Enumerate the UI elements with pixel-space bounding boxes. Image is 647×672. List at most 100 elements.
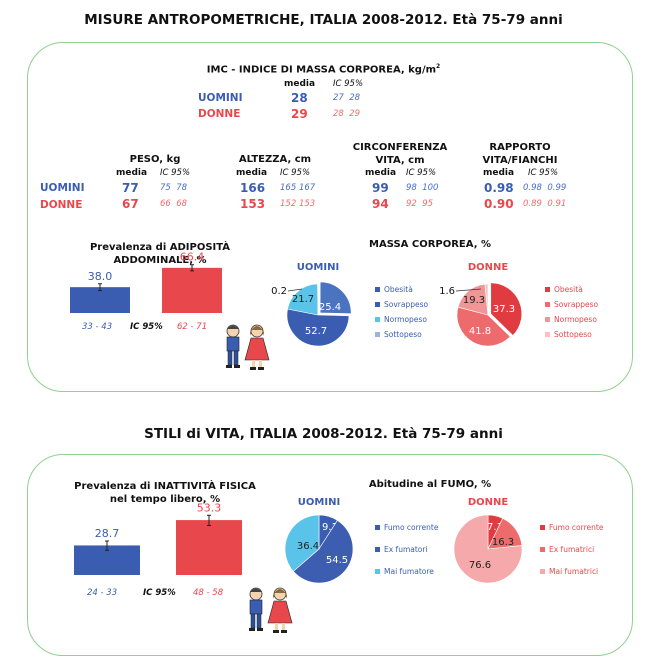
rapporto-uomini-media: 0.98 bbox=[484, 181, 514, 195]
circ-ic-header: IC 95% bbox=[406, 168, 437, 178]
peso-title: PESO, kg bbox=[129, 154, 181, 165]
rapporto-uomini-ic: 0.98 0.99 bbox=[523, 183, 567, 193]
altezza-uomini-ic: 165 167 bbox=[280, 183, 316, 193]
legend-swatch bbox=[375, 302, 380, 307]
circonferenza-title: CIRCONFERENZA VITA, cm bbox=[352, 142, 448, 166]
legend-swatch bbox=[375, 569, 380, 574]
callout-line bbox=[287, 288, 303, 292]
imc-title: IMC - INDICE DI MASSA CORPOREA, kg/m2 bbox=[206, 63, 441, 76]
legend-swatch bbox=[375, 547, 380, 552]
pie-value-label: 9.1 bbox=[322, 522, 338, 533]
circ-donne-media: 94 bbox=[372, 197, 389, 211]
legend-label: Mai fumatore bbox=[384, 567, 434, 576]
pie-value-label: 37.3 bbox=[493, 304, 515, 315]
lifestyle-panel bbox=[27, 454, 633, 656]
legend-label: Normopeso bbox=[384, 315, 427, 324]
imc-ic-header: IC 95% bbox=[333, 79, 364, 89]
pie-value-label: 76.6 bbox=[469, 560, 491, 571]
pie-title: DONNE bbox=[468, 497, 509, 508]
peso-media-header: media bbox=[116, 168, 148, 178]
imc-donne-ic: 28 29 bbox=[333, 109, 361, 119]
pie-slice-1 bbox=[292, 519, 354, 584]
legend-label: Sottopeso bbox=[384, 330, 422, 339]
bar-value-label: 38.0 bbox=[88, 270, 113, 283]
row-label-donne: DONNE bbox=[40, 199, 83, 211]
pie-title: DONNE bbox=[468, 262, 509, 273]
pie-slice-2 bbox=[453, 514, 523, 584]
imc-uomini-ic: 27 28 bbox=[333, 93, 361, 103]
legend-label: Sovrappeso bbox=[384, 300, 429, 309]
bar-value-label: 28.7 bbox=[95, 527, 120, 540]
altezza-media-header: media bbox=[236, 168, 268, 178]
pie-value-label: 19.3 bbox=[463, 295, 485, 306]
pie-title: UOMINI bbox=[297, 262, 339, 273]
fumo-title: Abitudine al FUMO, % bbox=[368, 479, 492, 490]
pie-slice-2 bbox=[457, 283, 489, 316]
couple-icon bbox=[226, 324, 270, 370]
pie-value-label: 52.7 bbox=[305, 326, 327, 337]
anthropometric-panel bbox=[27, 42, 633, 392]
legend-label: Obesità bbox=[554, 285, 583, 294]
legend-swatch bbox=[375, 317, 380, 322]
couple-icon bbox=[249, 587, 293, 633]
rapporto-ic-header: IC 95% bbox=[528, 168, 559, 178]
peso-uomini-media: 77 bbox=[122, 181, 139, 195]
altezza-donne-ic: 152 153 bbox=[280, 199, 316, 209]
pie-slice-0 bbox=[490, 282, 523, 336]
adiposita-title: Prevalenza di ADIPOSITÀ ADDOMINALE, % bbox=[89, 242, 231, 266]
peso-donne-ic: 66 68 bbox=[160, 199, 188, 209]
pie-value-label: 54.5 bbox=[326, 555, 348, 566]
altezza-title: ALTEZZA, cm bbox=[238, 154, 312, 165]
altezza-uomini-media: 166 bbox=[240, 181, 266, 195]
altezza-donne-media: 153 bbox=[240, 197, 266, 211]
pie-value-label: 36.4 bbox=[297, 541, 319, 552]
legend-label: Mai fumatrici bbox=[549, 567, 598, 576]
bar-value-label: 53.3 bbox=[197, 501, 222, 514]
legend-label: Sovrappeso bbox=[554, 300, 599, 309]
rapporto-donne-ic: 0.89 0.91 bbox=[523, 199, 567, 209]
peso-ic-header: IC 95% bbox=[160, 168, 191, 178]
legend-label: Normopeso bbox=[554, 315, 597, 324]
inattivita-bar-chart: 28.7 53.3 bbox=[74, 501, 242, 575]
legend-swatch bbox=[375, 287, 380, 292]
pie-slice-1 bbox=[456, 306, 511, 347]
inattivita-uomini-ic: 24 - 33 bbox=[87, 588, 118, 598]
pie-value-label: 0.2 bbox=[271, 286, 287, 297]
legend-label: Ex fumatori bbox=[384, 545, 428, 554]
pie-slice-1 bbox=[286, 308, 350, 347]
pie-value-label: 1.6 bbox=[439, 286, 455, 297]
row-label-uomini: UOMINI bbox=[40, 182, 85, 194]
inattivita-donne-ic: 48 - 58 bbox=[193, 588, 224, 598]
pie-value-label: 41.8 bbox=[469, 326, 491, 337]
legend-swatch bbox=[375, 525, 380, 530]
pie-slice-2 bbox=[287, 283, 319, 316]
legend-swatch bbox=[540, 525, 545, 530]
legend-swatch bbox=[545, 302, 550, 307]
pie-value-label: 25.4 bbox=[319, 302, 341, 313]
altezza-ic-header: IC 95% bbox=[280, 168, 311, 178]
peso-uomini-ic: 75 78 bbox=[160, 183, 188, 193]
imc-donne-media: 29 bbox=[291, 107, 308, 121]
legend-label: Sottopeso bbox=[554, 330, 592, 339]
pie-slice-3 bbox=[484, 283, 489, 316]
legend-swatch bbox=[545, 317, 550, 322]
legend-swatch bbox=[545, 287, 550, 292]
legend-swatch bbox=[540, 547, 545, 552]
legend-swatch bbox=[540, 569, 545, 574]
legend-label: Fumo corrente bbox=[384, 523, 439, 532]
imc-uomini-label: UOMINI bbox=[198, 92, 243, 104]
inattivita-title: Prevalenza di INATTIVITÀ FISICA nel tempo… bbox=[74, 481, 256, 505]
circ-donne-ic: 92 95 bbox=[406, 199, 434, 209]
legend-label: Fumo corrente bbox=[549, 523, 604, 532]
pie-value-label: 16.3 bbox=[492, 537, 514, 548]
section1-title: MISURE ANTROPOMETRICHE, ITALIA 2008-2012… bbox=[84, 12, 563, 28]
circ-uomini-media: 99 bbox=[372, 181, 389, 195]
adiposita-uomini-ic: 33 - 43 bbox=[82, 322, 113, 332]
adiposita-donne-ic: 62 - 71 bbox=[177, 322, 208, 332]
legend-label: Obesità bbox=[384, 285, 413, 294]
inattivita-ic-label: IC 95% bbox=[143, 588, 176, 598]
